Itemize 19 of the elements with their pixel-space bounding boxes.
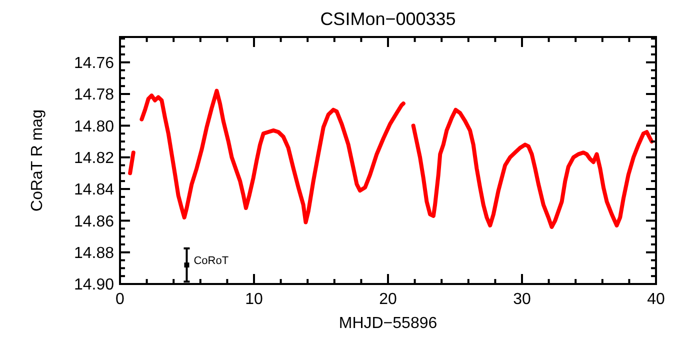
- y-tick-label: 14.80: [74, 118, 114, 136]
- y-tick-label: 14.86: [74, 213, 114, 230]
- y-tick-label: 14.90: [74, 276, 114, 294]
- y-tick-label: 14.88: [74, 244, 114, 262]
- y-tick-label: 14.84: [74, 182, 114, 199]
- x-tick-label: 10: [245, 291, 263, 308]
- y-tick-label: 14.82: [74, 150, 114, 167]
- series-label: CoRoT: [194, 254, 229, 267]
- y-axis-title: CoRaT R mag: [29, 110, 46, 212]
- x-axis-title: MHJD−55896: [338, 315, 438, 332]
- x-tick-label: 0: [116, 291, 125, 308]
- chart-title: CSIMon−000335: [320, 9, 456, 29]
- x-tick-label: 20: [379, 291, 397, 308]
- x-tick-label: 40: [647, 291, 665, 308]
- line-series: [140, 88, 406, 224]
- y-tick-label: 14.76: [74, 54, 114, 72]
- line-series: [411, 108, 654, 229]
- x-tick-label: 30: [513, 291, 531, 308]
- y-tick-label: 14.78: [74, 86, 114, 104]
